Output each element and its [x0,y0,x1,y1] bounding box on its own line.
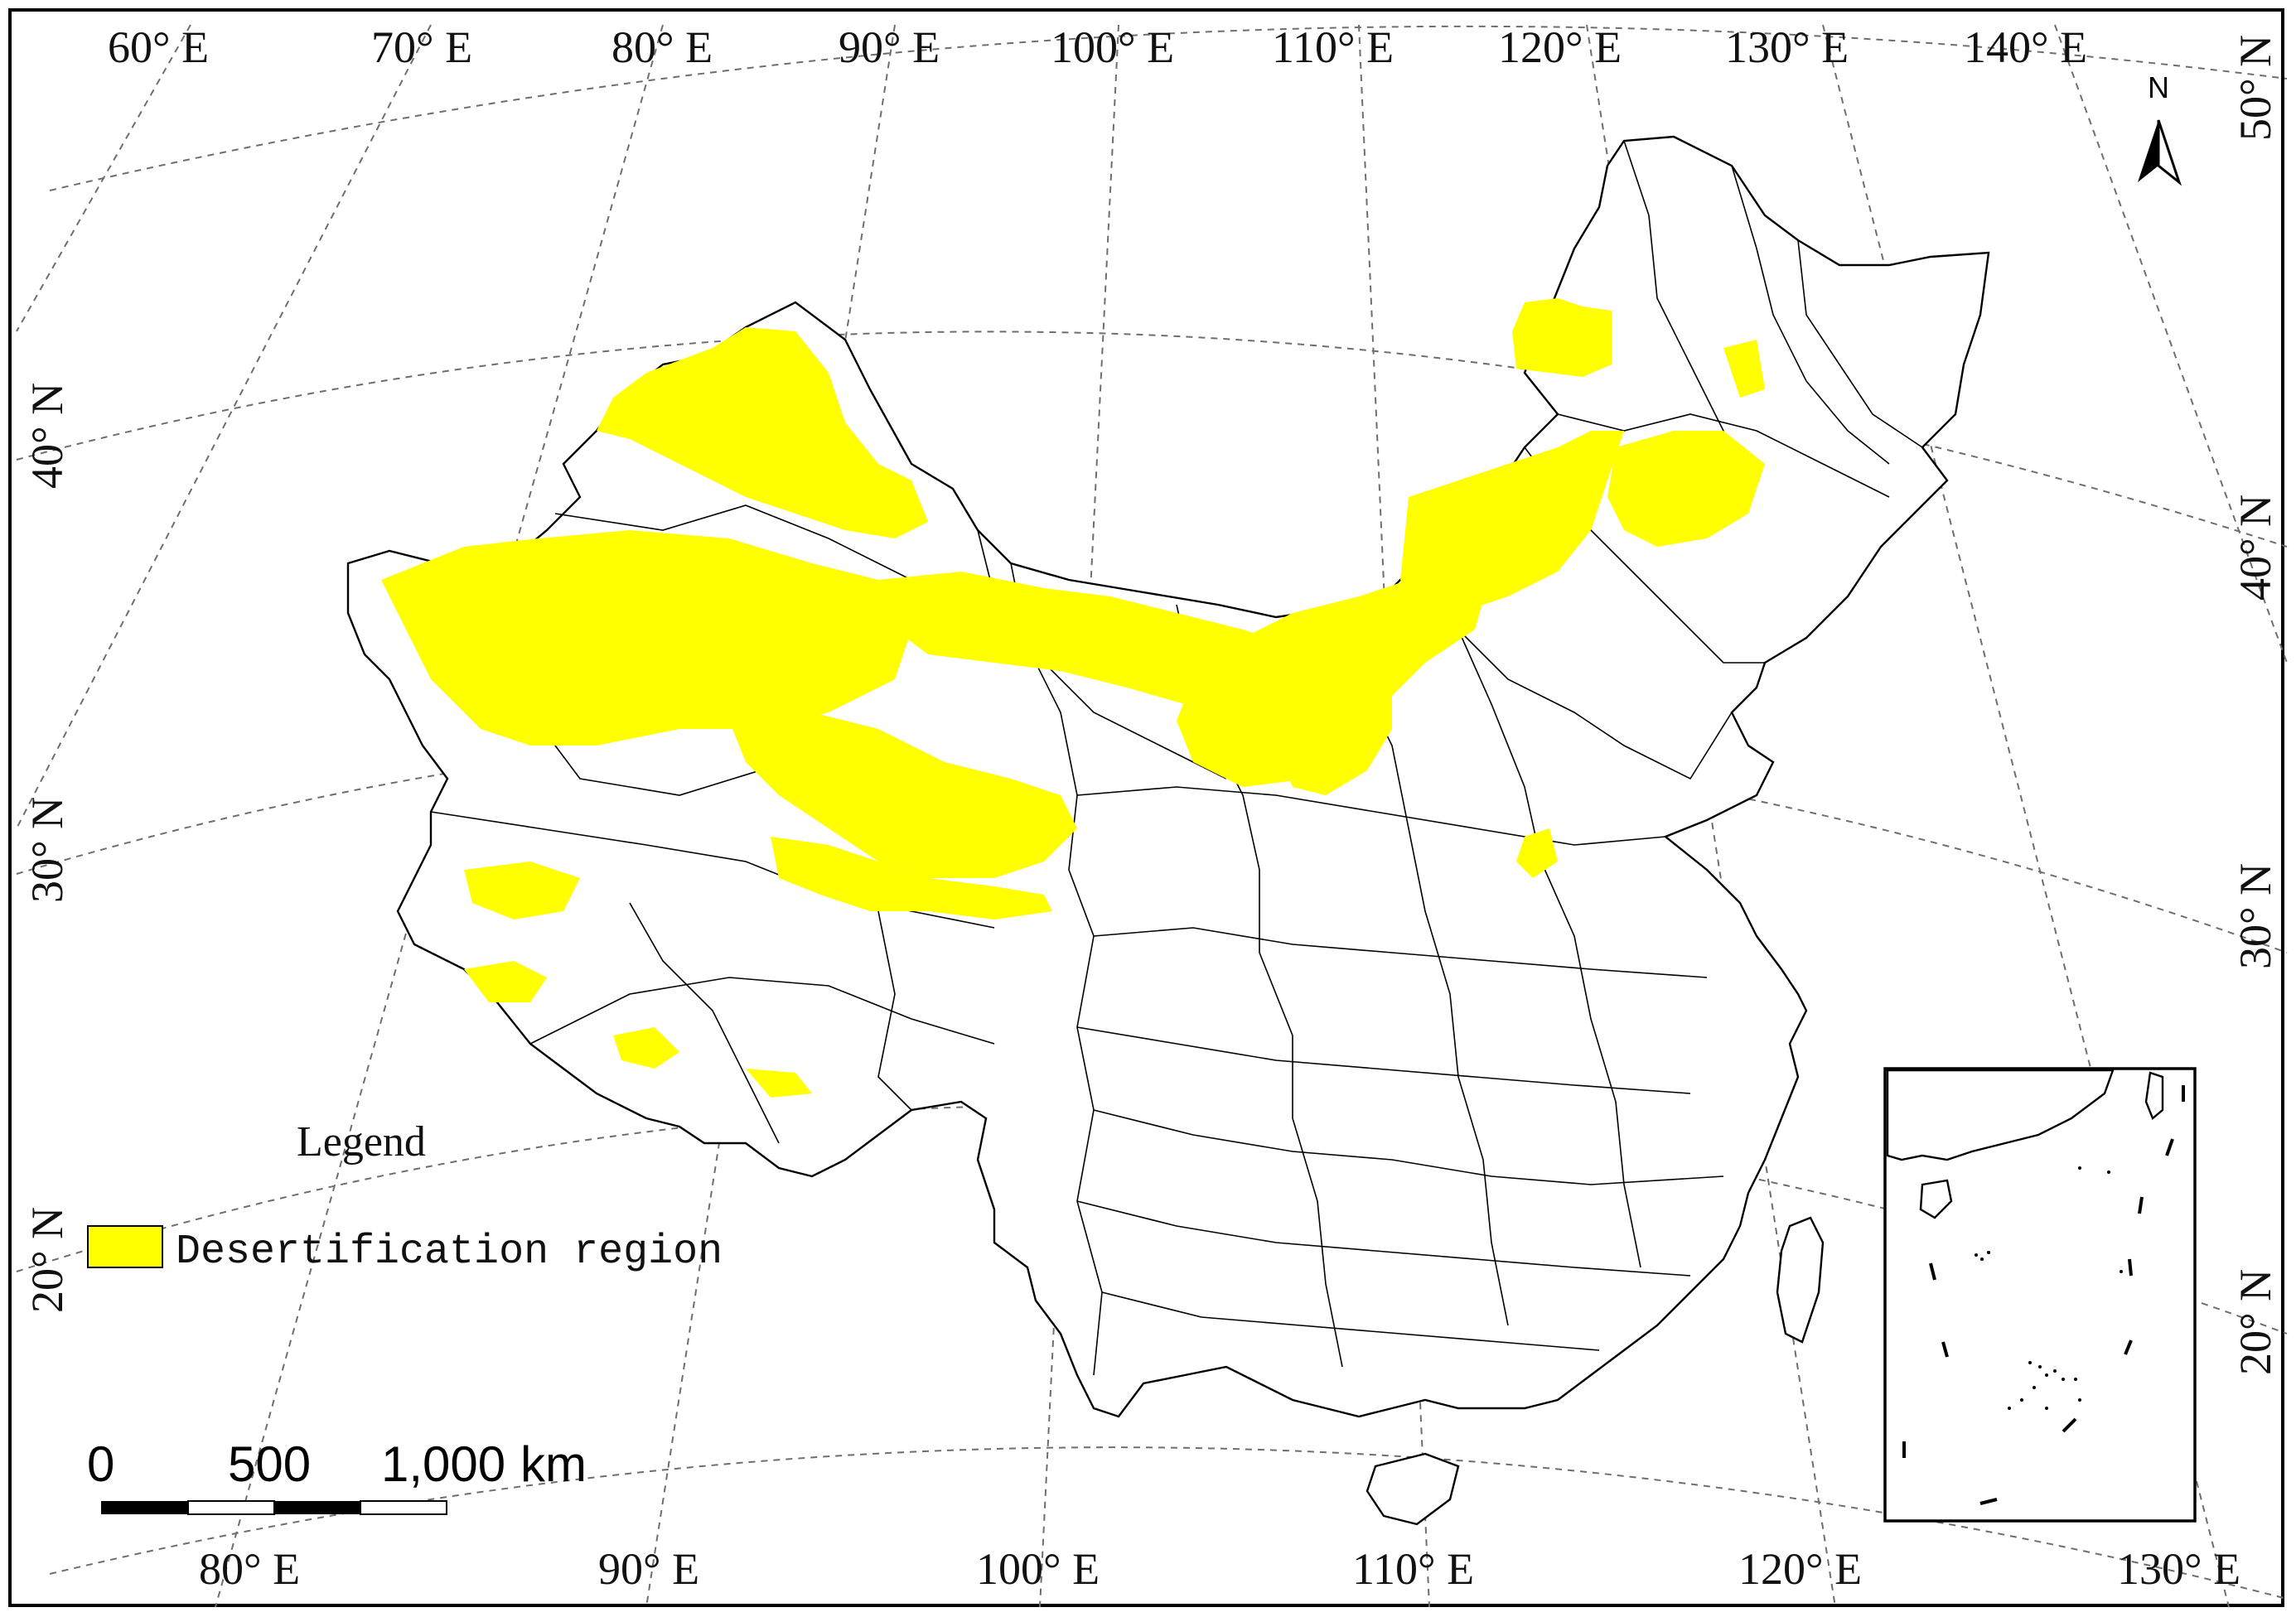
hainan-outline [1366,1452,1460,1526]
desert-scatter-tibet-3 [613,1027,679,1069]
desert-scatter-north-china [1516,828,1558,878]
desert-inner-mongolia [1400,431,1624,613]
graticule-lat-20 [16,1104,2288,1335]
inset-coastline [1886,1069,2115,1161]
taiwan-outline [1776,1216,1825,1344]
scale-bar: 0 500 1,000 km [87,1436,587,1515]
scale-segment-2 [187,1500,275,1515]
scale-label-1000: 1,000 [381,1436,505,1492]
lon-label-top-80: 80° E [611,22,713,72]
scale-segment-3 [274,1501,360,1514]
desert-scatter-tibet-4 [746,1069,812,1098]
scale-segment-4 [360,1500,447,1515]
lat-label-right-20: 20° N [2231,1269,2280,1375]
graticule-lat-50 [49,25,2288,191]
graticule-lon-70 [16,24,432,829]
north-arrow-right-half [2157,119,2182,186]
lon-label-bottom-110: 110° E [1352,1544,1474,1594]
graticule-lat-40 [16,331,2288,548]
lat-label-right-50: 50° N [2231,35,2280,141]
graticule-lon-100 [1039,24,1119,1608]
lon-label-bottom-100: 100° E [976,1544,1100,1594]
bottom-longitude-labels: 80° E 90° E 100° E 110° E 120° E 130° E [199,1544,2240,1594]
lon-label-top-110: 110° E [1272,22,1394,72]
scale-segment-1 [101,1501,188,1514]
lon-label-bottom-80: 80° E [199,1544,300,1594]
scale-label-500: 500 [228,1436,311,1492]
north-arrow-left-half [2138,120,2158,182]
desert-tarim [381,530,911,746]
lat-label-left-40: 40° N [22,383,72,489]
graticule-lon-60 [16,24,191,332]
lon-label-bottom-130: 130° E [2117,1544,2240,1594]
lon-label-top-130: 130° E [1725,22,1849,72]
graticule-lon-140 [2054,24,2288,664]
legend-swatch-desertification [87,1225,163,1268]
right-latitude-labels: 50° N 40° N 30° N 20° N [2231,35,2280,1375]
desert-ordos [1276,663,1392,795]
lon-label-top-140: 140° E [1964,22,2087,72]
lon-label-bottom-90: 90° E [598,1544,699,1594]
inset-dash-line [1902,1085,2185,1505]
lat-label-left-20: 20° N [22,1207,72,1313]
north-arrow-label: N [2148,70,2169,104]
lon-label-bottom-120: 120° E [1738,1544,1862,1594]
inset-taiwan [2144,1071,2164,1120]
desert-qaidam [729,712,1077,878]
desert-scatter-songnen [1723,340,1765,398]
top-longitude-labels: 60° E 70° E 80° E 90° E 100° E 110° E 12… [108,22,2087,72]
inset-south-china-sea [1883,1067,2197,1523]
inset-hainan [1919,1179,1953,1219]
desert-scatter-tibet-2 [464,961,547,1002]
legend-label-desertification: Desertification region [176,1228,723,1276]
desertification-regions [381,298,1765,1098]
desert-qinghai-south [771,837,1052,920]
lat-label-right-40: 40° N [2231,495,2280,601]
lon-label-top-60: 60° E [108,22,209,72]
lat-label-left-30: 30° N [22,797,72,903]
lat-label-right-30: 30° N [2231,863,2280,969]
desert-hulunbuir [1512,298,1612,377]
lon-label-top-100: 100° E [1051,22,1174,72]
desert-xinjiang-north [597,327,928,538]
lon-label-top-120: 120° E [1498,22,1622,72]
legend-title: Legend [297,1118,426,1166]
lon-label-top-70: 70° E [371,22,472,72]
inset-islands [1975,1166,2123,1410]
north-arrow: N [2138,70,2182,186]
legend: Legend Desertification region [87,1118,723,1276]
scale-label-unit: km [520,1436,587,1492]
lon-label-top-90: 90° E [839,22,940,72]
desert-scatter-tibet-1 [464,862,580,920]
scale-label-0: 0 [87,1436,114,1492]
left-latitude-labels: 40° N 30° N 20° N [22,383,72,1313]
desert-horqin [1607,431,1765,547]
